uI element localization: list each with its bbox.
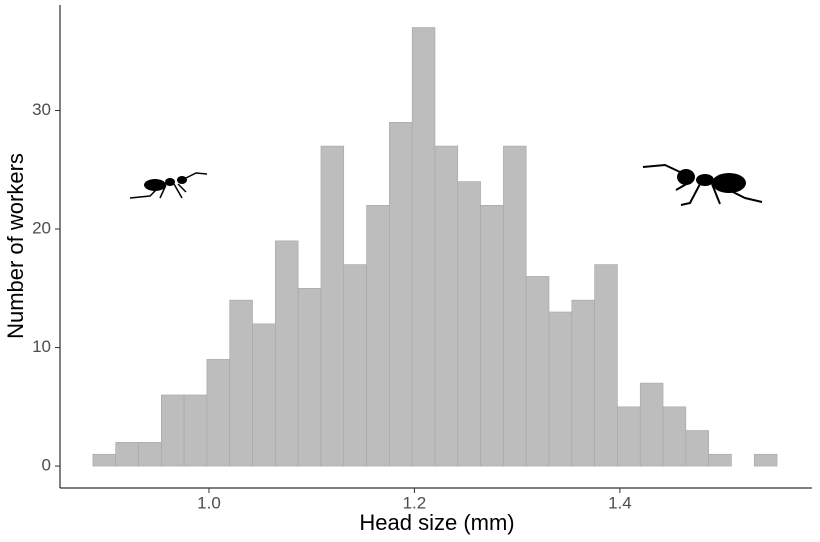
bar	[685, 430, 709, 467]
bar	[617, 406, 641, 467]
bar	[639, 382, 664, 467]
x-axis-title: Head size (mm)	[359, 510, 514, 535]
y-tick-label: 0	[42, 456, 51, 475]
bar	[320, 145, 345, 467]
bar	[115, 442, 139, 467]
bar	[571, 299, 595, 467]
bar	[434, 145, 459, 467]
bar	[252, 323, 276, 467]
bar	[206, 359, 231, 467]
bar	[138, 442, 162, 467]
ant-large	[642, 163, 763, 206]
bar	[708, 453, 732, 467]
bar	[343, 264, 367, 467]
bar	[457, 181, 481, 467]
bar	[411, 27, 436, 467]
bar	[594, 264, 618, 467]
ant-small	[129, 172, 208, 199]
y-axis-title: Number of workers	[3, 153, 28, 339]
y-tick-label: 30	[32, 100, 51, 119]
bar	[389, 122, 413, 467]
bar	[275, 240, 299, 467]
x-tick-label: 1.2	[403, 493, 427, 512]
bar	[753, 453, 778, 467]
bar	[503, 145, 527, 467]
y-tick-label: 20	[32, 219, 51, 238]
bar	[480, 205, 504, 467]
bar	[229, 299, 253, 467]
bar	[548, 311, 573, 467]
x-tick-label: 1.0	[197, 493, 221, 512]
y-tick-label: 10	[32, 337, 51, 356]
bar	[183, 394, 208, 467]
x-tick-label: 1.4	[608, 493, 632, 512]
bar	[92, 453, 116, 467]
bar	[160, 394, 185, 467]
bar	[366, 205, 390, 467]
bar	[297, 287, 322, 467]
bar	[662, 406, 687, 467]
bar	[525, 276, 550, 467]
